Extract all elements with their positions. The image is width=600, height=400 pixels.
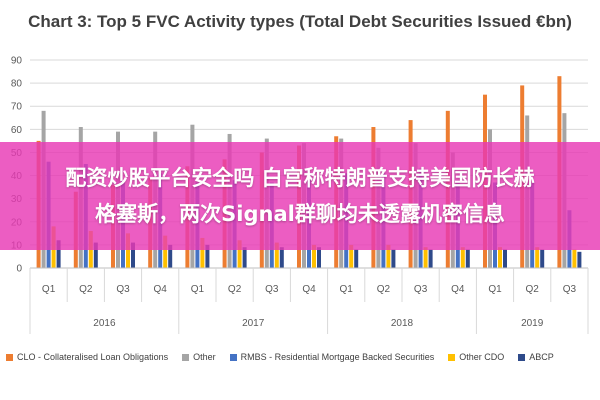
bar [163,235,168,268]
banner-line-1: 配资炒股平台安全吗 白宫称特朗普支持美国防长赫 [65,166,535,190]
bar [460,247,465,268]
x-tick-label: Q4 [302,284,316,295]
legend-swatch [518,353,526,361]
chart-title: Chart 3: Top 5 FVC Activity types (Total… [28,12,572,31]
bar [386,244,391,268]
legend-label: CLO - Collateralised Loan Obligations [17,352,169,362]
legend-label: RMBS - Residential Mortgage Backed Secur… [240,352,435,362]
x-tick-label: Q1 [488,284,502,295]
x-tick-label: Q1 [42,284,56,295]
legend-item: RMBS - Residential Mortgage Backed Secur… [229,352,435,362]
legend-item: Other [182,352,216,362]
legend-item: CLO - Collateralised Loan Obligations [6,352,168,362]
legend-swatch [229,353,237,361]
bar [168,244,173,268]
year-label: 2017 [242,318,265,329]
bar [503,249,507,268]
bar [577,251,582,268]
legend-item: ABCP [518,352,554,362]
x-tick-label: Q4 [451,284,465,295]
legend-label: Other CDO [459,352,505,362]
y-tick-label: 0 [16,264,22,275]
year-label: 2018 [391,318,414,329]
bar [56,240,61,268]
x-tick-label: Q1 [191,284,205,295]
bar [535,247,540,268]
bar [93,242,98,268]
y-tick-label: 60 [11,125,23,136]
bar [391,249,396,268]
x-tick-label: Q1 [340,284,354,295]
x-tick-label: Q2 [377,284,391,295]
x-tick-label: Q4 [154,284,168,295]
x-tick-label: Q2 [526,284,540,295]
bar [540,249,545,268]
bar [205,244,210,268]
legend-swatch [448,353,456,361]
bar [274,242,279,268]
bar [423,247,428,268]
bar [242,247,247,268]
bar [428,249,433,268]
bar [126,233,130,268]
legend-item: Other CDO [448,352,504,362]
x-tick-label: Q2 [79,284,93,295]
bar [279,247,284,268]
x-tick-label: Q3 [414,284,428,295]
bar [465,249,470,268]
bar [237,240,242,268]
legend-swatch [6,353,13,361]
legend: CLO - Collateralised Loan Obligations Oth… [6,352,596,362]
bar [572,249,577,268]
legend-label: Other [193,352,216,362]
x-tick-label: Q3 [116,284,130,295]
bar [498,247,502,268]
bar [200,237,205,268]
banner-line-2: 格塞斯，两次Signal群聊均未透露机密信息 [95,202,505,226]
bar [354,249,359,268]
overlay-banner[interactable]: 配资炒股平台安全吗 白宫称特朗普支持美国防长赫 格塞斯，两次Signal群聊均未… [0,142,600,250]
legend-swatch [182,353,190,361]
bar [317,247,321,268]
y-tick-label: 80 [11,79,23,90]
y-tick-label: 90 [11,56,23,67]
legend-label: ABCP [529,352,554,362]
year-label: 2019 [521,318,544,329]
x-tick-label: Q3 [265,284,279,295]
year-label: 2016 [93,318,116,329]
bar [349,244,354,268]
bar [131,242,135,268]
x-tick-label: Q3 [563,284,577,295]
y-tick-label: 70 [11,102,23,113]
bar [312,244,316,268]
x-tick-label: Q2 [228,284,242,295]
